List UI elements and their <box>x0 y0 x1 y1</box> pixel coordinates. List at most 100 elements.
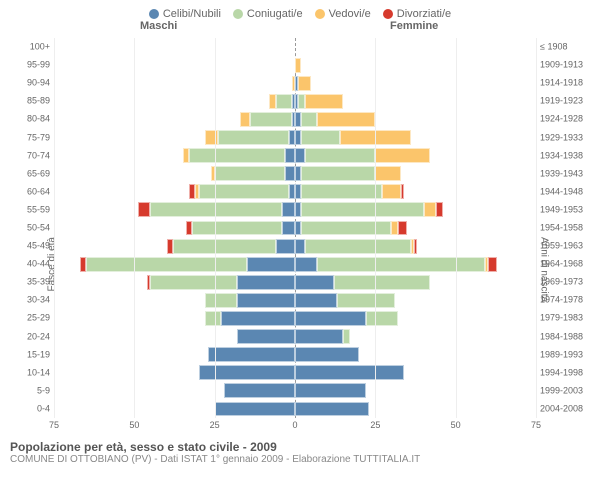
row-female <box>295 347 536 362</box>
seg-vedovi <box>240 112 250 127</box>
seg-celibi <box>199 365 295 380</box>
y-tick-left: 95-99 <box>10 61 50 70</box>
seg-divorziati <box>138 202 151 217</box>
seg-coniugati <box>205 293 237 308</box>
y-tick-left: 50-54 <box>10 224 50 233</box>
y-axis-left: 100+95-9990-9485-8980-8475-7970-7465-696… <box>10 38 50 436</box>
y-tick-left: 60-64 <box>10 187 50 196</box>
header-femmine: Femmine <box>390 20 438 32</box>
legend-dot-divorziati <box>383 9 393 19</box>
seg-celibi <box>295 275 334 290</box>
seg-celibi <box>295 293 337 308</box>
pyramid-row <box>54 329 536 344</box>
row-male <box>54 148 295 163</box>
gridline <box>536 38 537 418</box>
seg-celibi <box>295 347 359 362</box>
y-tick-right: 1959-1963 <box>540 242 594 251</box>
seg-celibi <box>247 257 295 272</box>
pyramid-row <box>54 293 536 308</box>
row-female <box>295 311 536 326</box>
gridline <box>54 38 55 418</box>
seg-divorziati <box>436 202 442 217</box>
y-tick-left: 65-69 <box>10 169 50 178</box>
seg-coniugati <box>192 221 282 236</box>
row-female <box>295 293 536 308</box>
seg-celibi <box>221 311 295 326</box>
gridline <box>456 38 457 418</box>
row-male <box>54 58 295 73</box>
legend-item-coniugati: Coniugati/e <box>233 8 303 20</box>
y-tick-left: 70-74 <box>10 151 50 160</box>
legend: Celibi/NubiliConiugati/eVedovi/eDivorzia… <box>0 0 600 20</box>
seg-celibi <box>295 148 305 163</box>
row-female <box>295 202 536 217</box>
seg-coniugati <box>276 94 292 109</box>
seg-coniugati <box>301 166 375 181</box>
seg-celibi <box>295 402 369 417</box>
seg-celibi <box>237 275 295 290</box>
seg-coniugati <box>218 130 289 145</box>
x-tick: 25 <box>210 420 220 430</box>
row-male <box>54 239 295 254</box>
row-male <box>54 112 295 127</box>
seg-vedovi <box>375 148 430 163</box>
seg-coniugati <box>305 239 411 254</box>
row-male <box>54 76 295 91</box>
pyramid-row <box>54 365 536 380</box>
y-tick-left: 45-49 <box>10 242 50 251</box>
seg-celibi <box>276 239 295 254</box>
pyramid-row <box>54 221 536 236</box>
row-female <box>295 184 536 199</box>
gridline <box>134 38 135 418</box>
row-male <box>54 347 295 362</box>
row-male <box>54 166 295 181</box>
y-tick-left: 20-24 <box>10 332 50 341</box>
gridline <box>375 38 376 418</box>
seg-coniugati <box>337 293 395 308</box>
seg-celibi <box>215 402 295 417</box>
y-tick-right: 1929-1933 <box>540 133 594 142</box>
seg-celibi <box>282 221 295 236</box>
row-female <box>295 402 536 417</box>
pyramid-row <box>54 275 536 290</box>
y-tick-left: 80-84 <box>10 115 50 124</box>
row-female <box>295 58 536 73</box>
row-female <box>295 130 536 145</box>
y-tick-left: 85-89 <box>10 97 50 106</box>
y-tick-right: 1999-2003 <box>540 386 594 395</box>
legend-dot-vedovi <box>315 9 325 19</box>
x-tick: 50 <box>451 420 461 430</box>
row-male <box>54 40 295 55</box>
x-tick: 75 <box>531 420 541 430</box>
y-tick-left: 100+ <box>10 43 50 52</box>
pyramid-row <box>54 94 536 109</box>
row-male <box>54 184 295 199</box>
seg-coniugati <box>317 257 484 272</box>
row-male <box>54 202 295 217</box>
seg-divorziati <box>488 257 498 272</box>
seg-vedovi <box>295 58 301 73</box>
seg-coniugati <box>205 311 221 326</box>
row-male <box>54 94 295 109</box>
row-female <box>295 383 536 398</box>
y-tick-right: 1949-1953 <box>540 205 594 214</box>
footer-subtitle: COMUNE DI OTTOBIANO (PV) - Dati ISTAT 1°… <box>10 454 590 465</box>
seg-celibi <box>282 202 295 217</box>
seg-coniugati <box>334 275 430 290</box>
pyramid-row <box>54 130 536 145</box>
seg-celibi <box>295 365 404 380</box>
row-female <box>295 365 536 380</box>
pyramid-row <box>54 257 536 272</box>
y-tick-right: 1969-1973 <box>540 278 594 287</box>
gridline <box>215 38 216 418</box>
seg-vedovi <box>205 130 218 145</box>
row-female <box>295 148 536 163</box>
seg-celibi <box>224 383 295 398</box>
legend-dot-coniugati <box>233 9 243 19</box>
seg-celibi <box>208 347 295 362</box>
footer: Popolazione per età, sesso e stato civil… <box>0 436 600 465</box>
y-tick-right: 2004-2008 <box>540 404 594 413</box>
y-tick-right: 1954-1958 <box>540 224 594 233</box>
legend-label-vedovi: Vedovi/e <box>329 8 371 20</box>
y-tick-left: 30-34 <box>10 296 50 305</box>
